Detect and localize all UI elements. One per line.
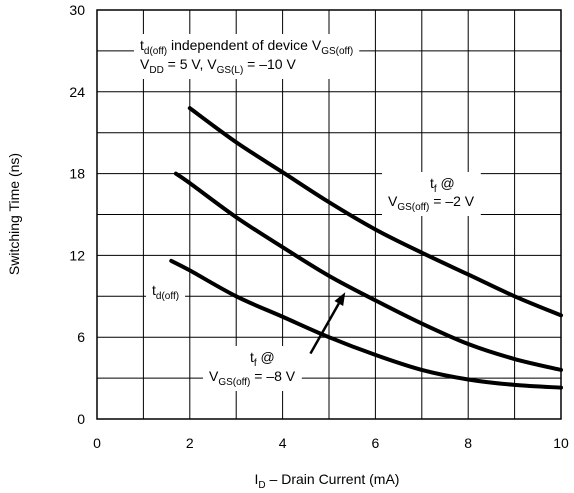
series-curve-1 — [187, 106, 563, 318]
series-curve-3 — [169, 258, 563, 390]
x-tick-label: 0 — [93, 435, 101, 451]
annotation-tf-top-line2: VGS(off) = –2 V — [388, 193, 475, 213]
annotation-tdoff: td(off) — [152, 282, 179, 302]
annotation-header-line2: VDD = 5 V, VGS(L) = –10 V — [140, 56, 296, 76]
y-tick-label: 30 — [69, 2, 85, 18]
annotation-tf-bottom-line2: VGS(off) = –8 V — [209, 368, 296, 388]
x-tick-label: 2 — [186, 435, 194, 451]
annotation-header-line1: td(off) independent of device VGS(off) — [140, 37, 353, 57]
annotation-background — [146, 279, 186, 305]
series — [169, 106, 563, 390]
annotation-tf-bottom-line1: tf @ — [250, 349, 275, 369]
x-tick-label: 6 — [372, 435, 380, 451]
annotation-background — [134, 34, 360, 79]
y-tick-label: 6 — [77, 329, 85, 345]
x-tick-label: 4 — [279, 435, 287, 451]
annotation-tf-top-line1: tf @ — [430, 175, 455, 195]
arrow-head — [334, 292, 346, 306]
annotation-arrow — [309, 292, 346, 355]
y-tick-label: 0 — [77, 411, 85, 427]
x-tick-label: 10 — [553, 435, 569, 451]
y-tick-label: 24 — [69, 84, 85, 100]
series-curve-2 — [173, 171, 563, 372]
arrow-shaft — [309, 302, 340, 355]
x-tick-label: 8 — [464, 435, 472, 451]
annotation-backgrounds — [134, 34, 481, 391]
y-tick-label: 12 — [69, 247, 85, 263]
annotation-background — [203, 346, 302, 391]
y-axis-label: Switching Time (ns) — [6, 153, 22, 275]
y-tick-label: 18 — [69, 166, 85, 182]
annotation-background — [382, 172, 481, 216]
plot-frame — [96, 9, 562, 420]
x-axis-label: ID – Drain Current (mA) — [255, 471, 400, 491]
